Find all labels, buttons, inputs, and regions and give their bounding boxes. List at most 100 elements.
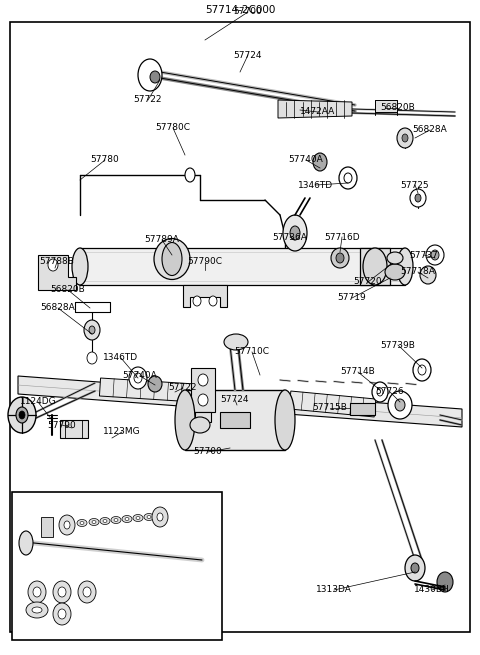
Ellipse shape (162, 242, 182, 276)
Ellipse shape (275, 390, 295, 450)
Text: 1346TD: 1346TD (299, 181, 334, 189)
Ellipse shape (190, 417, 210, 433)
Ellipse shape (89, 519, 99, 525)
Ellipse shape (339, 167, 357, 189)
Ellipse shape (431, 250, 439, 260)
Ellipse shape (144, 514, 154, 521)
Text: 57740A: 57740A (288, 155, 324, 164)
Text: 57720: 57720 (354, 278, 382, 286)
Polygon shape (289, 391, 376, 417)
Text: 57736A: 57736A (273, 233, 307, 242)
Bar (80, 248, 405, 285)
Polygon shape (18, 376, 462, 427)
Text: 57722: 57722 (169, 383, 197, 392)
Ellipse shape (336, 253, 344, 263)
Text: 57780C: 57780C (156, 124, 191, 132)
Text: 57710C: 57710C (235, 348, 269, 356)
Polygon shape (38, 255, 76, 290)
Text: 1472AA: 1472AA (300, 107, 336, 117)
Ellipse shape (100, 517, 110, 525)
Text: 57715B: 57715B (312, 403, 348, 413)
Bar (375, 100, 397, 112)
Ellipse shape (83, 587, 91, 597)
Ellipse shape (8, 397, 36, 433)
Ellipse shape (33, 587, 41, 597)
Ellipse shape (122, 515, 132, 523)
Text: 57780: 57780 (91, 155, 120, 164)
Ellipse shape (283, 215, 307, 251)
Ellipse shape (397, 248, 413, 285)
Text: 1313DA: 1313DA (316, 586, 352, 595)
Ellipse shape (125, 517, 129, 521)
Text: 57722: 57722 (134, 96, 162, 105)
Ellipse shape (209, 296, 217, 306)
Text: 56828A: 56828A (41, 303, 75, 312)
Ellipse shape (198, 394, 208, 406)
Text: 57700: 57700 (234, 7, 263, 16)
Ellipse shape (58, 587, 66, 597)
Ellipse shape (77, 519, 87, 527)
Ellipse shape (397, 128, 413, 148)
Ellipse shape (89, 326, 95, 334)
Text: 57716D: 57716D (324, 233, 360, 242)
Ellipse shape (418, 365, 426, 375)
Text: 57739B: 57739B (381, 341, 415, 350)
Ellipse shape (372, 382, 388, 402)
Text: 1346TD: 1346TD (103, 354, 139, 362)
Polygon shape (278, 100, 352, 118)
Text: 57737: 57737 (409, 250, 438, 259)
Ellipse shape (26, 602, 48, 618)
Bar (220, 412, 250, 428)
Ellipse shape (411, 563, 419, 573)
Ellipse shape (313, 153, 327, 171)
Ellipse shape (134, 373, 142, 383)
Text: 57789A: 57789A (144, 236, 180, 244)
Ellipse shape (385, 264, 405, 280)
Text: 56828A: 56828A (413, 126, 447, 134)
Ellipse shape (193, 296, 201, 306)
Bar (60, 420, 88, 438)
Ellipse shape (48, 259, 58, 271)
Bar (360, 248, 390, 285)
Text: 1123MG: 1123MG (103, 428, 141, 436)
Text: 57726: 57726 (376, 388, 404, 396)
Ellipse shape (224, 334, 248, 350)
Text: 56820B: 56820B (381, 103, 415, 113)
Ellipse shape (410, 189, 426, 207)
Polygon shape (99, 378, 195, 402)
Text: 57740A: 57740A (122, 371, 157, 381)
Text: 57700: 57700 (193, 447, 222, 457)
Ellipse shape (138, 59, 162, 91)
Ellipse shape (402, 134, 408, 142)
Ellipse shape (84, 320, 100, 340)
Ellipse shape (111, 517, 121, 523)
Ellipse shape (87, 352, 97, 364)
Text: 56820B: 56820B (50, 286, 85, 295)
Text: 57714B: 57714B (341, 367, 375, 377)
Bar (195, 412, 211, 422)
Ellipse shape (53, 603, 71, 625)
Ellipse shape (395, 399, 405, 411)
Ellipse shape (148, 376, 162, 392)
Ellipse shape (426, 245, 444, 265)
Ellipse shape (420, 266, 436, 284)
Ellipse shape (388, 391, 412, 419)
Bar (185, 390, 285, 450)
Ellipse shape (136, 517, 140, 519)
Text: 57790C: 57790C (188, 257, 223, 267)
Ellipse shape (58, 609, 66, 619)
Ellipse shape (19, 411, 25, 419)
Ellipse shape (175, 390, 195, 450)
Bar (191, 368, 215, 412)
Ellipse shape (64, 521, 70, 529)
Text: 57788B: 57788B (39, 257, 74, 267)
Ellipse shape (92, 521, 96, 523)
Polygon shape (183, 285, 227, 307)
Ellipse shape (133, 514, 143, 521)
Ellipse shape (114, 519, 118, 521)
Ellipse shape (157, 513, 163, 521)
Ellipse shape (387, 252, 403, 264)
Ellipse shape (437, 572, 453, 592)
Text: 57714-2C000: 57714-2C000 (205, 5, 275, 15)
Ellipse shape (344, 173, 352, 183)
